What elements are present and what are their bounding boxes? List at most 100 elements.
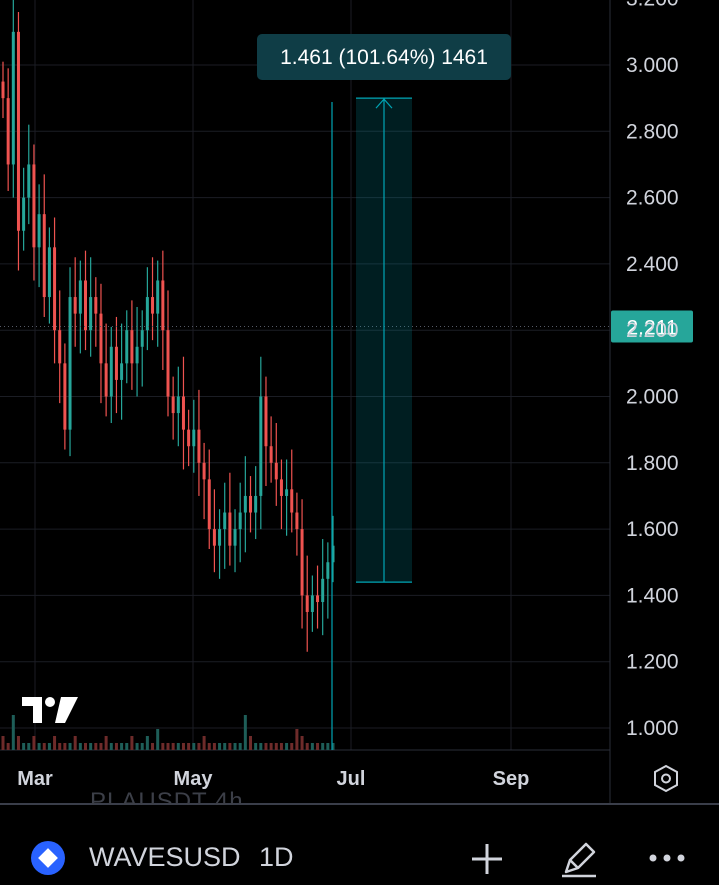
add-button[interactable]	[465, 836, 509, 880]
candle-body	[238, 512, 242, 530]
volume-bar	[223, 743, 227, 750]
y-tick-label: 2.600	[626, 187, 679, 210]
volume-bar	[300, 736, 304, 750]
candle-body	[109, 346, 113, 397]
candle-body	[192, 429, 196, 447]
candle-body	[197, 429, 201, 463]
volume-bar	[181, 743, 185, 750]
chart-area[interactable]: 2.211 1.461 (101.64%) 1461 3.200 3.000 2.80…	[0, 0, 719, 803]
y-tick-label: 1.800	[626, 452, 679, 475]
candlesticks	[1, 0, 335, 652]
candle-body	[32, 164, 36, 248]
volume-bar	[171, 743, 175, 750]
more-button[interactable]	[645, 836, 689, 880]
volume-bar	[212, 743, 216, 750]
y-tick-label: 2.000	[626, 386, 679, 409]
symbol-name[interactable]: WAVESUSD	[89, 842, 241, 872]
candle-body	[135, 346, 139, 364]
candle-body	[1, 81, 5, 99]
volume-bar	[321, 743, 325, 750]
volume-bar	[1, 736, 5, 750]
candle-body	[89, 297, 93, 331]
candle-body	[326, 562, 330, 579]
measure-label: 1.461 (101.64%) 1461	[280, 46, 488, 69]
volume-bar	[249, 736, 252, 750]
measure-label-box	[257, 34, 511, 80]
candle-body	[331, 545, 335, 563]
volume-bar	[218, 743, 222, 750]
volume-bar	[176, 743, 180, 750]
candle-body	[130, 330, 134, 364]
candle-body	[22, 197, 26, 231]
time-axis[interactable]: Mar May Jul Sep	[17, 768, 529, 790]
candle-body	[84, 280, 87, 331]
candle-body	[176, 396, 180, 414]
measure-arrow-head	[375, 98, 393, 109]
volume-bar	[264, 743, 268, 750]
volume-bar	[259, 743, 263, 750]
candle-body	[274, 462, 278, 480]
candle-body	[181, 396, 185, 430]
volume-bar	[114, 743, 118, 750]
current-price-badge	[611, 310, 693, 343]
pen-icon	[562, 842, 596, 878]
timeframe[interactable]: 1D	[259, 842, 294, 872]
volume-bar	[274, 743, 278, 750]
candle-body	[99, 313, 103, 364]
candle-body	[37, 214, 41, 248]
volume-bar	[11, 715, 15, 750]
candle-body	[228, 512, 232, 546]
volume-bar	[99, 743, 103, 750]
volume-bar	[316, 743, 320, 750]
candle-body	[310, 595, 314, 612]
candle-body	[249, 495, 252, 513]
x-tick-label: Sep	[493, 768, 530, 790]
volume-bar	[202, 736, 206, 750]
candle-body	[156, 280, 160, 314]
x-tick-label: Jul	[337, 768, 366, 790]
y-tick-label: 2.800	[626, 120, 679, 143]
candle-body	[6, 98, 10, 165]
candle-body	[94, 297, 98, 314]
candle-body	[11, 31, 15, 165]
candle-body	[42, 214, 46, 298]
volume-bar	[78, 743, 82, 750]
volume-bar	[42, 743, 46, 750]
volume-bar	[192, 743, 196, 750]
volume-bar	[310, 743, 314, 750]
candle-body	[27, 164, 31, 198]
candle-body	[321, 578, 325, 603]
volume-bar	[6, 743, 10, 750]
candle-body	[202, 462, 206, 480]
waves-icon	[31, 841, 65, 875]
volume-bar	[161, 743, 165, 750]
price-axis[interactable]: 3.200 3.000 2.800 2.600 2.400 2.200 2.000 1.800…	[626, 0, 679, 740]
volume-bar	[37, 743, 41, 750]
candle-body	[58, 330, 62, 364]
volume-bar	[285, 743, 289, 750]
volume-bar	[32, 736, 36, 750]
candle-body	[254, 495, 258, 513]
draw-button[interactable]	[556, 836, 600, 880]
x-tick-label: May	[174, 768, 214, 790]
measure-tool[interactable]: 2.211 1.461 (101.64%) 1461	[0, 34, 693, 750]
candle-body	[187, 429, 191, 447]
volume-bar	[290, 743, 294, 750]
volume-bar	[279, 743, 283, 750]
volume-bar	[130, 736, 134, 750]
candle-body	[285, 489, 289, 496]
volume-bar	[156, 729, 160, 750]
volume-bar	[243, 715, 247, 750]
candle-body	[47, 247, 51, 298]
x-tick-label: Mar	[17, 768, 53, 790]
candle-body	[171, 396, 175, 414]
volume-bar	[47, 743, 51, 750]
volume-bar	[104, 736, 108, 750]
tradingview-logo	[22, 697, 78, 723]
candle-body	[104, 363, 108, 397]
volume-bar	[16, 736, 20, 750]
panel-separator	[0, 803, 719, 805]
volume-bar	[58, 743, 62, 750]
settings-icon[interactable]	[654, 764, 678, 793]
candle-body	[212, 529, 216, 546]
